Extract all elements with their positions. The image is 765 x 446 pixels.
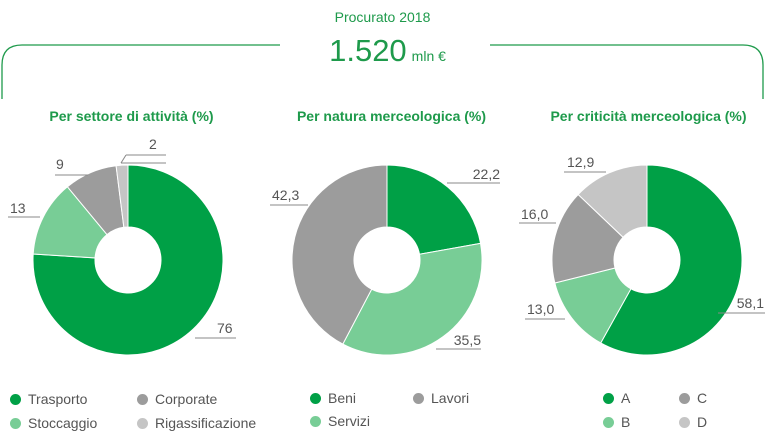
legend-item-d: D	[679, 414, 707, 430]
donut-slice-servizi	[342, 242, 483, 356]
legend-label-trasporto: Trasporto	[28, 391, 88, 407]
legend-dot-beni	[310, 393, 321, 404]
legend-dot-rigassificazione	[137, 418, 148, 429]
legend-dot-d	[679, 417, 690, 428]
chart-title-settore: Per settore di attività (%)	[49, 108, 214, 124]
legend-dot-c	[679, 393, 690, 404]
donut-slice-a	[600, 164, 743, 356]
data-label-rigassificazione: 2	[149, 136, 157, 152]
legend-item-servizi: Servizi	[310, 413, 370, 429]
legend-item-stoccaggio: Stoccaggio	[10, 415, 97, 431]
legend-label-a: A	[621, 390, 631, 406]
legend-label-d: D	[697, 414, 708, 430]
donut-slice-d	[577, 164, 648, 238]
legend-label-stoccaggio: Stoccaggio	[28, 415, 98, 431]
header-title: Procurato 2018	[334, 9, 431, 25]
leader-elbow-rigassificazione	[120, 154, 127, 164]
legend-label-beni: Beni	[328, 390, 357, 406]
legend-item-lavori: Lavori	[413, 390, 469, 406]
data-label-lavori: 42,3	[272, 187, 299, 203]
data-label-stoccaggio: 13	[10, 200, 26, 216]
legend-item-trasporto: Trasporto	[10, 391, 87, 407]
legend-dot-servizi	[310, 416, 321, 427]
donut-slice-lavori	[291, 164, 388, 345]
donut-slice-trasporto	[32, 164, 224, 356]
data-label-a: 58,1	[737, 295, 764, 311]
donut-slice-c	[551, 193, 624, 284]
legend-dot-trasporto	[10, 394, 21, 405]
data-label-beni: 22,2	[473, 166, 500, 182]
legend-label-c: C	[697, 390, 708, 406]
donut-slice-rigassificazione	[115, 164, 129, 228]
legend-dot-b	[603, 417, 614, 428]
chart-title-natura: Per natura merceologica (%)	[296, 108, 487, 124]
legend-item-b: B	[603, 414, 630, 430]
data-label-d: 12,9	[567, 154, 594, 170]
legend-item-rigassificazione: Rigassificazione	[137, 415, 256, 431]
legend-item-c: C	[679, 390, 707, 406]
legend-label-b: B	[621, 414, 631, 430]
data-label-trasporto: 76	[217, 320, 233, 336]
legend-item-a: A	[603, 390, 630, 406]
legend-dot-stoccaggio	[10, 418, 21, 429]
legend-label-rigassificazione: Rigassificazione	[155, 415, 257, 431]
data-label-corporate: 9	[56, 156, 64, 172]
legend-item-beni: Beni	[310, 390, 356, 406]
chart-title-criticita: Per criticità merceologica (%)	[550, 108, 747, 124]
legend-label-corporate: Corporate	[155, 391, 218, 407]
total-value-unit: mln €	[411, 48, 446, 64]
data-label-servizi: 35,5	[454, 332, 481, 348]
legend-item-corporate: Corporate	[137, 391, 217, 407]
legend-label-lavori: Lavori	[431, 390, 470, 406]
donut-slice-beni	[386, 164, 482, 255]
data-label-b: 13,0	[527, 301, 554, 317]
legend-dot-lavori	[413, 393, 424, 404]
total-procured-value: 1.520 mln €	[300, 33, 475, 69]
total-value-number: 1.520	[329, 33, 407, 68]
legend-dot-corporate	[137, 394, 148, 405]
legend-label-servizi: Servizi	[328, 413, 371, 429]
data-label-c: 16,0	[521, 206, 548, 222]
legend-dot-a	[603, 393, 614, 404]
